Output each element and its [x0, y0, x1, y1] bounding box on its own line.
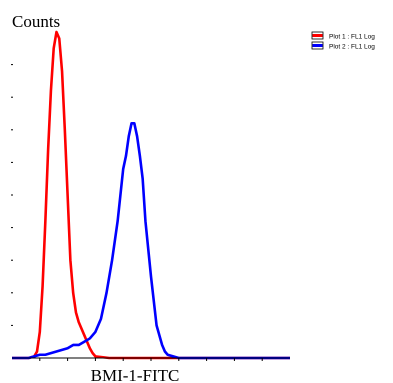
- legend-swatch-color: [312, 44, 323, 47]
- legend-entry-plot-1: Plot 1 : FL1 Log: [311, 31, 375, 41]
- series-line-plot-1: [12, 30, 290, 360]
- legend-label: Plot 1 : FL1 Log: [329, 34, 375, 41]
- y-axis-label: Counts: [12, 12, 60, 31]
- legend-entry-plot-2: Plot 2 : FL1 Log: [311, 41, 375, 51]
- series-line-plot-2: [12, 121, 290, 360]
- x-axis-label: BMI-1-FITC: [91, 366, 180, 383]
- x-axis-ticks: [39, 358, 263, 361]
- y-axis-ticks: [11, 64, 13, 326]
- legend-label: Plot 2 : FL1 Log: [329, 44, 375, 51]
- legend: Plot 1 : FL1 Log Plot 2 : FL1 Log: [311, 31, 375, 51]
- plot-area: [11, 30, 290, 361]
- legend-swatch-color: [312, 34, 323, 37]
